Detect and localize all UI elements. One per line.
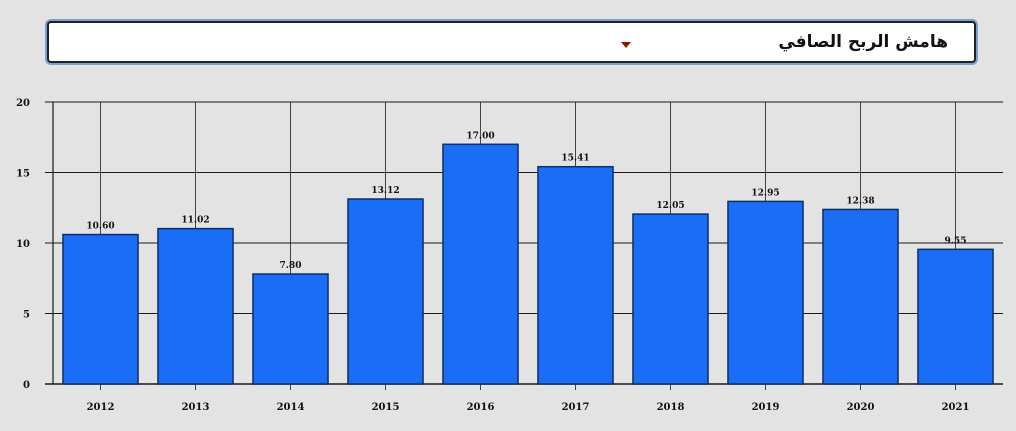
x-tick-label: 2019 xyxy=(752,402,780,413)
metric-dropdown-value: هامش الربح الصافي xyxy=(778,32,948,52)
y-tick-label: 5 xyxy=(23,310,30,321)
bar xyxy=(442,143,519,385)
bar xyxy=(347,198,424,385)
bar xyxy=(727,200,804,385)
x-tick-label: 2017 xyxy=(562,402,590,413)
data-label: 12.05 xyxy=(656,201,684,211)
bar xyxy=(537,165,614,385)
metric-dropdown[interactable]: هامش الربح الصافي xyxy=(47,21,976,63)
bar xyxy=(822,208,899,385)
x-tick-label: 2012 xyxy=(87,402,115,413)
y-tick-label: 0 xyxy=(23,380,30,391)
data-label: 15.41 xyxy=(561,154,589,164)
y-tick-label: 10 xyxy=(16,239,30,250)
x-tick-label: 2021 xyxy=(942,402,970,413)
y-tick-label: 15 xyxy=(16,169,30,180)
bar xyxy=(157,227,234,385)
x-tick-label: 2014 xyxy=(277,402,305,413)
data-label: 17.00 xyxy=(466,131,494,141)
bar xyxy=(62,233,139,385)
bar xyxy=(632,213,709,385)
x-tick-label: 2016 xyxy=(467,402,495,413)
bar xyxy=(917,248,994,385)
x-tick-label: 2015 xyxy=(372,402,400,413)
data-label: 10.60 xyxy=(86,222,114,232)
data-label: 9.55 xyxy=(945,236,967,246)
data-label: 12.38 xyxy=(846,196,874,206)
x-tick-label: 2013 xyxy=(182,402,210,413)
y-tick-label: 20 xyxy=(16,98,30,109)
x-tick-label: 2018 xyxy=(657,402,685,413)
data-label: 7.80 xyxy=(280,261,302,271)
data-label: 13.12 xyxy=(371,186,399,196)
bars xyxy=(62,143,994,385)
labels: 0 5 10 15 20 10.60 2012 11.02 2013 7.80 2014 13.12 2… xyxy=(16,98,969,413)
data-label: 12.95 xyxy=(751,188,779,198)
bar xyxy=(252,273,329,385)
caret-down-icon[interactable] xyxy=(621,42,631,48)
data-label: 11.02 xyxy=(181,216,209,226)
x-tick-label: 2020 xyxy=(847,402,875,413)
